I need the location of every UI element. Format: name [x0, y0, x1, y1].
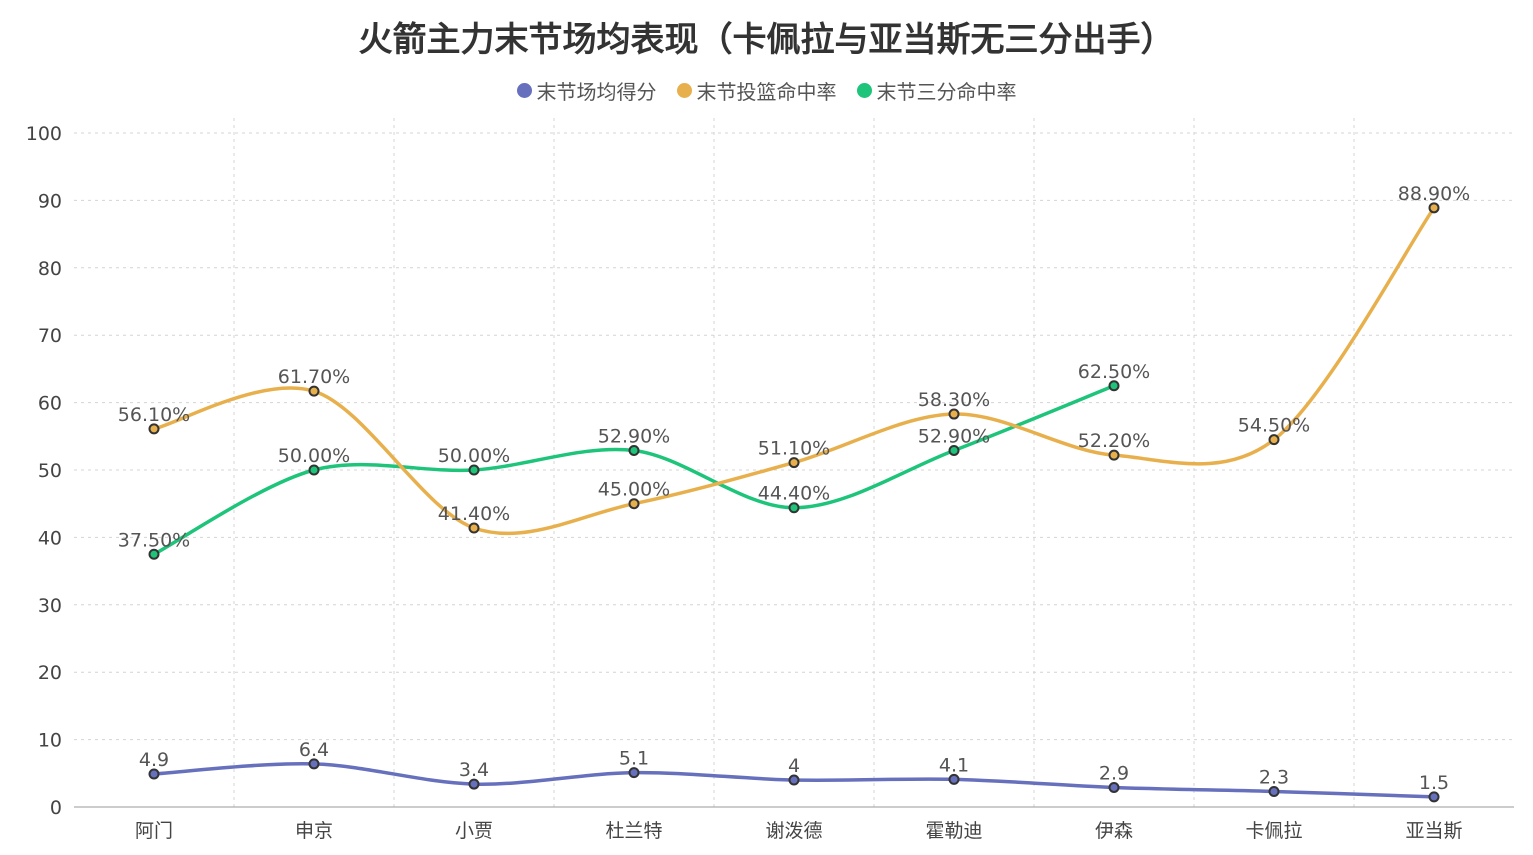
data-point-fg-pct: [628, 498, 640, 510]
data-point-fg-pct: [1428, 202, 1440, 214]
y-tick-label: 80: [38, 258, 62, 280]
x-tick-label: 申京: [295, 820, 333, 842]
x-tick-label: 卡佩拉: [1245, 820, 1302, 842]
y-tick-label: 100: [26, 123, 62, 145]
data-label-3pt-pct: 37.50%: [118, 529, 190, 551]
legend-item-3pt-pct[interactable]: 末节三分命中率: [856, 76, 1017, 105]
data-label-3pt-pct: 62.50%: [1078, 361, 1150, 383]
y-tick-label: 60: [38, 393, 62, 415]
x-tick-label: 阿门: [135, 820, 173, 842]
data-label-3pt-pct: 50.00%: [438, 445, 510, 467]
data-point-score: [948, 773, 960, 785]
data-label-fg-pct: 54.50%: [1238, 415, 1310, 437]
data-point-score: [1428, 791, 1440, 803]
y-tick-label: 70: [38, 325, 62, 347]
legend: 末节场均得分 末节投篮命中率 末节三分命中率: [0, 76, 1533, 105]
data-point-3pt-pct: [1108, 380, 1120, 392]
legend-label-fg-pct: 末节投篮命中率: [696, 80, 837, 104]
y-tick-label: 30: [38, 595, 62, 617]
data-point-3pt-pct: [628, 444, 640, 456]
y-tick-label: 50: [38, 460, 62, 482]
data-label-fg-pct: 52.20%: [1078, 430, 1150, 452]
y-tick-label: 10: [38, 730, 62, 752]
data-label-3pt-pct: 52.90%: [918, 425, 990, 447]
data-label-score: 4.9: [139, 749, 169, 771]
data-label-3pt-pct: 50.00%: [278, 445, 350, 467]
data-label-score: 2.3: [1259, 766, 1289, 788]
data-label-fg-pct: 45.00%: [598, 479, 670, 501]
data-point-score: [1268, 785, 1280, 797]
y-tick-label: 90: [38, 190, 62, 212]
data-point-3pt-pct: [788, 502, 800, 514]
data-label-score: 2.9: [1099, 762, 1129, 784]
data-label-fg-pct: 88.90%: [1398, 183, 1470, 205]
legend-marker-3pt-pct: [856, 83, 872, 98]
data-label-score: 4: [788, 755, 800, 777]
x-tick-label: 小贾: [455, 820, 493, 842]
data-point-3pt-pct: [468, 464, 480, 476]
chart-title: 火箭主力末节场均表现（卡佩拉与亚当斯无三分出手）: [358, 20, 1175, 60]
data-label-score: 5.1: [619, 748, 649, 770]
data-point-3pt-pct: [308, 464, 320, 476]
y-tick-label: 40: [38, 527, 62, 549]
data-point-3pt-pct: [948, 444, 960, 456]
x-tick-label: 谢泼德: [765, 820, 822, 842]
x-tick-label: 霍勒迪: [925, 820, 982, 842]
data-label-score: 1.5: [1419, 772, 1449, 794]
data-point-score: [1108, 781, 1120, 793]
legend-item-fg-pct[interactable]: 末节投篮命中率: [676, 76, 837, 105]
data-label-score: 6.4: [299, 739, 329, 761]
data-point-fg-pct: [788, 457, 800, 469]
data-label-fg-pct: 58.30%: [918, 389, 990, 411]
data-point-fg-pct: [1268, 434, 1280, 446]
data-label-fg-pct: 56.10%: [118, 404, 190, 426]
data-label-score: 4.1: [939, 754, 969, 776]
data-label-3pt-pct: 44.40%: [758, 483, 830, 505]
legend-item-score[interactable]: 末节场均得分: [516, 76, 657, 105]
data-point-score: [308, 758, 320, 770]
data-point-score: [148, 768, 160, 780]
x-tick-label: 杜兰特: [605, 820, 662, 842]
data-label-score: 3.4: [459, 759, 489, 781]
y-tick-label: 0: [50, 797, 62, 819]
data-label-fg-pct: 51.10%: [758, 438, 830, 460]
data-point-fg-pct: [148, 423, 160, 435]
data-point-score: [468, 778, 480, 790]
x-tick-label: 亚当斯: [1405, 820, 1462, 842]
data-label-fg-pct: 61.70%: [278, 366, 350, 388]
legend-label-3pt-pct: 末节三分命中率: [876, 80, 1017, 104]
data-point-3pt-pct: [148, 548, 160, 560]
data-point-fg-pct: [468, 522, 480, 534]
data-point-fg-pct: [1108, 449, 1120, 461]
x-tick-label: 伊森: [1095, 820, 1133, 842]
data-point-fg-pct: [948, 408, 960, 420]
data-point-score: [628, 767, 640, 779]
data-point-fg-pct: [308, 385, 320, 397]
y-tick-label: 20: [38, 662, 62, 684]
data-label-3pt-pct: 52.90%: [598, 425, 670, 447]
legend-marker-fg-pct: [676, 83, 692, 98]
legend-marker-score: [516, 83, 532, 98]
data-point-score: [788, 774, 800, 786]
legend-label-score: 末节场均得分: [536, 80, 657, 104]
data-label-fg-pct: 41.40%: [438, 503, 510, 525]
